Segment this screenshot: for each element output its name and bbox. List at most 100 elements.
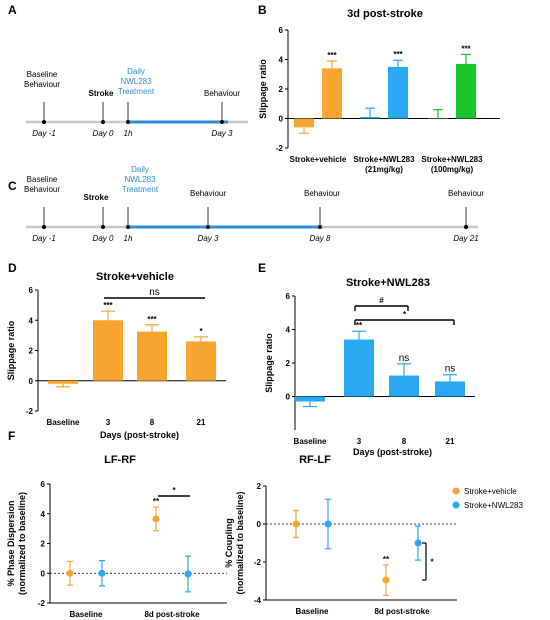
y-tick-label: -2	[254, 558, 262, 567]
y-axis-label: (normalized to baseline)	[17, 492, 27, 595]
significance-label: **	[153, 497, 160, 506]
data-point	[414, 539, 422, 547]
timeline-event: Behaviour	[204, 89, 240, 98]
y-tick-label: -2	[38, 599, 46, 608]
y-axis-label: Slippage ratio	[6, 320, 16, 380]
chart-title: LF-RF	[104, 454, 136, 466]
panel-label: A	[8, 3, 17, 17]
data-point	[184, 570, 192, 578]
timeline-day: Day 8	[310, 234, 331, 243]
timeline-event: Treatment	[118, 87, 155, 96]
y-tick-label: 4	[41, 510, 46, 519]
panel-label: B	[258, 3, 267, 17]
data-point	[324, 520, 332, 528]
x-tick-label: 8	[150, 418, 155, 427]
timeline-event: NWL283	[120, 77, 152, 86]
panel-label: F	[8, 429, 15, 443]
timeline-day: Day 0	[93, 129, 114, 138]
y-tick-label: 0	[29, 377, 34, 386]
chart-title: 3d post-stroke	[347, 8, 423, 20]
bar	[428, 118, 448, 119]
timeline-day: Day 3	[198, 234, 219, 243]
y-tick-label: 2	[257, 482, 262, 491]
y-tick-label: 4	[279, 56, 284, 65]
y-tick-label: -2	[26, 407, 34, 416]
timeline-day: Day -1	[32, 129, 56, 138]
y-tick-label: 6	[279, 26, 284, 35]
x-tick-label: 8d post-stroke	[144, 610, 200, 619]
legend-entry: Stroke+vehicle	[464, 487, 517, 496]
group-label: (21mg/kg)	[365, 165, 403, 174]
chart-title: RF-LF	[299, 454, 331, 466]
x-tick-label: 21	[197, 418, 206, 427]
timeline-day: 1h	[124, 129, 133, 138]
significance-label: *	[199, 327, 203, 336]
timeline-event: NWL283	[124, 175, 156, 184]
significance-label: **	[356, 321, 363, 330]
y-tick-label: 0	[257, 520, 262, 529]
group-label: (100mg/kg)	[431, 165, 474, 174]
timeline-day: Day 3	[212, 129, 233, 138]
timeline-event: Baseline	[27, 175, 58, 184]
timeline-day: Day -1	[32, 234, 56, 243]
x-tick-label: Baseline	[70, 610, 103, 619]
group-label: Stroke+vehicle	[290, 155, 347, 164]
legend-marker	[452, 487, 460, 495]
x-tick-label: 21	[446, 437, 455, 446]
significance-label: **	[383, 555, 390, 564]
bracket-label: *	[430, 558, 434, 567]
y-axis-label: % Phase Dispersion	[6, 500, 16, 586]
data-point	[98, 569, 106, 577]
timeline-event: Daily	[131, 165, 149, 174]
y-tick-label: -2	[276, 144, 284, 153]
y-tick-label: 0	[41, 569, 46, 578]
data-point	[66, 569, 74, 577]
group-label: Stroke+NWL283	[421, 155, 483, 164]
timeline-day: Day 0	[93, 234, 114, 243]
x-tick-label: 8d post-stroke	[374, 607, 430, 616]
x-tick-label: 3	[106, 418, 111, 427]
significance-label: ***	[393, 50, 403, 59]
bar	[389, 375, 419, 397]
legend-marker	[452, 501, 460, 509]
y-tick-label: 4	[286, 326, 291, 335]
data-point	[292, 520, 300, 528]
bar	[322, 68, 342, 119]
significance-label: ***	[147, 315, 157, 324]
bracket-label: #	[379, 296, 384, 305]
bar	[344, 339, 374, 397]
x-tick-label: 3	[357, 437, 362, 446]
bracket-label: ns	[149, 287, 160, 298]
bar	[388, 66, 408, 119]
bar	[435, 381, 465, 397]
bracket-label: *	[403, 310, 407, 319]
bar	[360, 117, 380, 119]
legend-entry: Stroke+NWL283	[464, 501, 523, 510]
timeline-event: Behaviour	[448, 189, 484, 198]
y-axis-label: % Coupling	[224, 518, 234, 568]
y-axis-label: Slippage ratio	[264, 333, 274, 393]
panel-label: E	[258, 261, 266, 275]
y-tick-label: -4	[254, 596, 262, 605]
y-tick-label: 2	[279, 85, 284, 94]
x-axis-label: Days (post-stroke)	[100, 430, 179, 440]
chart-title: Stroke+vehicle	[96, 271, 174, 283]
group-label: Stroke+NWL283	[353, 155, 415, 164]
timeline-day: 1h	[124, 234, 133, 243]
bar	[295, 396, 325, 402]
y-axis-label: (normalized to baseline)	[235, 491, 245, 594]
timeline-event: Baseline	[27, 70, 58, 79]
y-tick-label: 4	[29, 316, 34, 325]
data-point	[382, 576, 390, 584]
x-tick-label: 8	[402, 437, 407, 446]
y-tick-label: 6	[29, 286, 34, 295]
y-tick-label: 6	[41, 480, 46, 489]
significance-label: ***	[103, 301, 113, 310]
timeline-event: Treatment	[122, 185, 159, 194]
chart-title: Stroke+NWL283	[346, 277, 430, 289]
bar	[456, 63, 476, 119]
y-tick-label: 0	[279, 115, 284, 124]
bracket-label: *	[172, 486, 176, 495]
x-tick-label: Baseline	[296, 607, 329, 616]
